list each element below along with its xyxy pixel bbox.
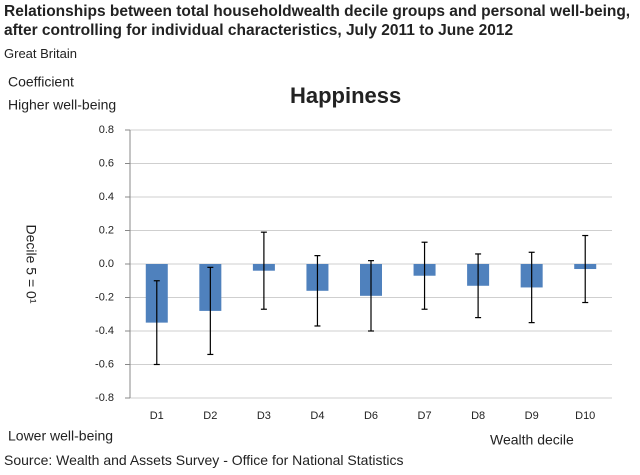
- x-axis-label: Wealth decile: [490, 432, 574, 448]
- y-label-top: Coefficient: [8, 74, 74, 90]
- x-tick-label: D1: [150, 410, 164, 422]
- y-tick-label: 0.6: [99, 157, 114, 169]
- y-tick-label: -0.4: [95, 325, 114, 337]
- error-bar: [528, 251, 535, 324]
- x-tick-label: D10: [575, 410, 595, 422]
- x-tick-label: D2: [203, 410, 217, 422]
- x-tick-label: D4: [310, 410, 324, 422]
- error-bar: [582, 234, 589, 304]
- error-bar: [475, 253, 482, 319]
- x-tick-label: D7: [418, 410, 432, 422]
- error-bar: [207, 266, 214, 356]
- x-tick-label: D6: [364, 410, 378, 422]
- y-tick-label: 0.0: [99, 258, 114, 270]
- error-bar: [421, 241, 428, 310]
- y-tick-label: 0.4: [99, 191, 114, 203]
- x-tick-label: D3: [257, 410, 271, 422]
- y-tick-label: -0.2: [95, 291, 114, 303]
- error-bar: [260, 231, 267, 310]
- chart: Happiness Coefficient Higher well-being …: [8, 74, 612, 448]
- x-tick-label: D9: [525, 410, 539, 422]
- y-label-low: Lower well-being: [8, 428, 113, 444]
- subtitle: Great Britain: [4, 46, 77, 61]
- x-tick-label: D8: [471, 410, 485, 422]
- error-bar: [368, 260, 374, 332]
- error-bar: [153, 280, 160, 366]
- y-axis-label: Decile 5 = 0¹: [23, 225, 39, 304]
- source: Source: Wealth and Assets Survey - Offic…: [4, 452, 404, 468]
- chart-title: Happiness: [290, 83, 401, 108]
- y-tick-label: -0.6: [95, 358, 114, 370]
- title: Relationships between total householdwea…: [4, 3, 631, 39]
- y-label-high: Higher well-being: [8, 97, 116, 113]
- y-tick-label: 0.2: [99, 224, 114, 236]
- y-tick-label: 0.8: [99, 124, 114, 136]
- y-tick-label: -0.8: [95, 392, 114, 404]
- error-bar: [314, 255, 321, 327]
